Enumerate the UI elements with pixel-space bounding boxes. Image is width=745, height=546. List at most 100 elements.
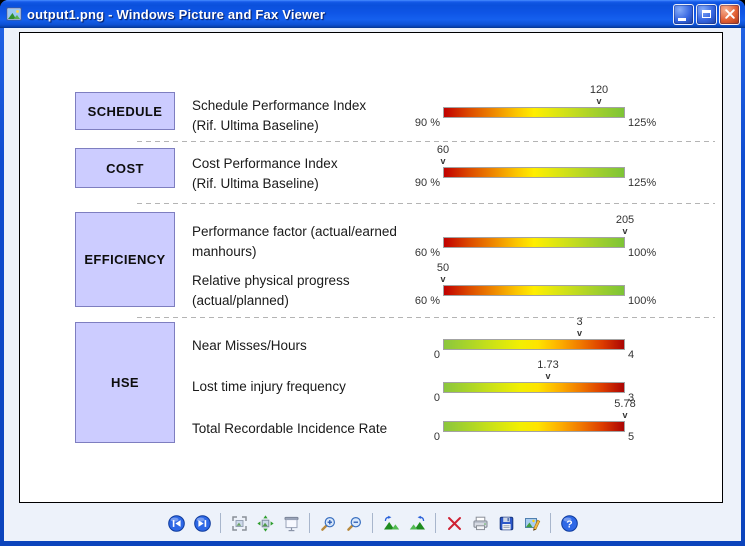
kpi-marker-icon: v (622, 410, 628, 420)
edit-icon (524, 515, 541, 532)
kpi-gradient-bar (443, 167, 625, 178)
category-label: HSE (111, 375, 139, 390)
best-fit-icon (231, 515, 248, 532)
kpi-metric-label: Relative physical progress (actual/planne… (192, 271, 350, 311)
save-button[interactable] (494, 511, 518, 535)
window-title: output1.png - Windows Picture and Fax Vi… (27, 6, 326, 22)
kpi-metric-label-line: Total Recordable Incidence Rate (192, 421, 388, 436)
kpi-gauge: 120 v 90 % 125% (415, 84, 656, 132)
help-icon: ? (560, 514, 578, 532)
viewer-toolbar: ? (4, 505, 741, 541)
kpi-gauge: 50 v 60 % 100% (415, 262, 656, 310)
kpi-metric-label: Lost time injury frequency (192, 377, 346, 397)
delete-button[interactable] (442, 511, 466, 535)
maximize-button[interactable] (696, 3, 717, 25)
rotate-clockwise-button[interactable] (379, 511, 403, 535)
title-bar[interactable]: output1.png - Windows Picture and Fax Vi… (0, 0, 745, 28)
kpi-gradient-bar (443, 382, 625, 393)
kpi-scale-min: 0 (433, 431, 440, 443)
actual-size-icon (256, 514, 274, 532)
maximize-icon (702, 10, 711, 18)
kpi-metric-label: Schedule Performance Index (Rif. Ultima B… (192, 96, 366, 136)
rotate-counterclockwise-icon (409, 515, 426, 532)
kpi-scale-min: 90 % (414, 177, 440, 189)
edit-button[interactable] (520, 511, 544, 535)
kpi-scale-max: 100% (628, 295, 657, 307)
kpi-scale-max: 125% (628, 117, 657, 129)
category-box-schedule: SCHEDULE (75, 92, 175, 130)
kpi-metric-label: Performance factor (actual/earned manhour… (192, 222, 397, 262)
start-slideshow-button[interactable] (279, 511, 303, 535)
category-label: COST (106, 160, 144, 176)
kpi-metric-label-line: (actual/planned) (192, 293, 289, 308)
section-separator (137, 141, 715, 142)
kpi-gauge: 5.78 v 0 5 (434, 398, 636, 446)
kpi-gradient-bar (443, 339, 625, 350)
minimize-icon (678, 17, 686, 21)
category-label: EFFICIENCY (84, 252, 166, 267)
kpi-metric-label: Cost Performance Index (Rif. Ultima Basel… (192, 154, 338, 194)
toolbar-separator (372, 513, 373, 533)
kpi-metric-label-line: Cost Performance Index (192, 156, 338, 171)
section-separator (137, 317, 715, 318)
category-box-hse: HSE (75, 322, 175, 443)
kpi-marker-icon: v (596, 96, 602, 106)
kpi-metric-label-line: (Rif. Ultima Baseline) (192, 118, 319, 133)
print-icon (472, 515, 489, 532)
viewer-client-area: SCHEDULE Schedule Performance Index (Rif. … (4, 28, 741, 541)
kpi-value: 60 (436, 144, 450, 156)
kpi-metric-label-line: Relative physical progress (192, 273, 350, 288)
kpi-scale-max: 100% (628, 247, 657, 259)
minimize-button[interactable] (673, 3, 694, 25)
kpi-marker-icon: v (440, 156, 446, 166)
rotate-counterclockwise-button[interactable] (405, 511, 429, 535)
picture-file-icon (6, 6, 22, 22)
actual-size-button[interactable] (253, 511, 277, 535)
kpi-metric-label: Total Recordable Incidence Rate (192, 419, 387, 439)
kpi-scale-min: 0 (433, 392, 440, 404)
toolbar-separator (550, 513, 551, 533)
kpi-metric-label-line: manhours) (192, 244, 257, 259)
kpi-scale-max: 4 (628, 349, 635, 361)
kpi-metric-label-line: Lost time injury frequency (192, 379, 346, 394)
best-fit-button[interactable] (227, 511, 251, 535)
zoom-out-button[interactable] (342, 511, 366, 535)
kpi-gauge: 205 v 60 % 100% (415, 214, 656, 262)
kpi-value: 205 (615, 214, 635, 226)
kpi-marker-icon: v (545, 371, 551, 381)
print-button[interactable] (468, 511, 492, 535)
viewed-image: SCHEDULE Schedule Performance Index (Rif. … (19, 32, 723, 503)
section-separator (137, 203, 715, 204)
kpi-scale-min: 60 % (414, 295, 440, 307)
kpi-scale-max: 125% (628, 177, 657, 189)
kpi-scale-max: 5 (628, 431, 635, 443)
kpi-value: 5.78 (614, 398, 636, 410)
kpi-value: 50 (436, 262, 450, 274)
kpi-gradient-bar (443, 237, 625, 248)
save-icon (498, 515, 515, 532)
kpi-value: 120 (589, 84, 609, 96)
close-button[interactable] (719, 3, 740, 25)
previous-image-button[interactable] (164, 511, 188, 535)
kpi-gradient-bar (443, 107, 625, 118)
window-controls (673, 3, 740, 25)
kpi-value: 3 (576, 316, 583, 328)
next-image-button[interactable] (190, 511, 214, 535)
toolbar-separator (220, 513, 221, 533)
kpi-gradient-bar (443, 421, 625, 432)
toolbar-separator (309, 513, 310, 533)
help-button[interactable]: ? (557, 511, 581, 535)
kpi-gauge: 1.73 v 0 3 (434, 359, 634, 407)
delete-icon (446, 515, 463, 532)
kpi-metric-label-line: (Rif. Ultima Baseline) (192, 176, 319, 191)
kpi-metric-label: Near Misses/Hours (192, 336, 307, 356)
kpi-scale-max: 3 (628, 392, 635, 404)
kpi-metric-label-line: Near Misses/Hours (192, 338, 307, 353)
kpi-scale-min: 60 % (414, 247, 440, 259)
kpi-scale-min: 0 (433, 349, 440, 361)
kpi-metric-label-line: Schedule Performance Index (192, 98, 367, 113)
close-icon (724, 8, 736, 20)
zoom-in-button[interactable] (316, 511, 340, 535)
